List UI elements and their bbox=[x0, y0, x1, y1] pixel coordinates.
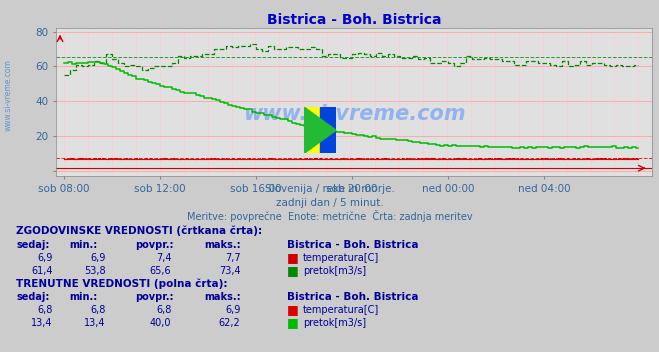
Polygon shape bbox=[320, 107, 336, 153]
Text: pretok[m3/s]: pretok[m3/s] bbox=[303, 266, 366, 276]
Text: min.:: min.: bbox=[69, 240, 98, 250]
Text: Meritve: povprečne  Enote: metrične  Črta: zadnja meritev: Meritve: povprečne Enote: metrične Črta:… bbox=[186, 210, 473, 222]
Text: 13,4: 13,4 bbox=[31, 318, 53, 328]
Title: Bistrica - Boh. Bistrica: Bistrica - Boh. Bistrica bbox=[267, 13, 442, 27]
Text: 53,8: 53,8 bbox=[84, 266, 105, 276]
Text: ■: ■ bbox=[287, 303, 299, 316]
Text: www.si-vreme.com: www.si-vreme.com bbox=[243, 104, 465, 124]
Text: temperatura[C]: temperatura[C] bbox=[303, 253, 380, 263]
Text: 7,4: 7,4 bbox=[156, 253, 171, 263]
Text: 73,4: 73,4 bbox=[219, 266, 241, 276]
Text: 6,9: 6,9 bbox=[225, 305, 241, 315]
Text: pretok[m3/s]: pretok[m3/s] bbox=[303, 318, 366, 328]
Text: 62,2: 62,2 bbox=[219, 318, 241, 328]
Text: www.si-vreme.com: www.si-vreme.com bbox=[3, 59, 13, 131]
Polygon shape bbox=[304, 107, 336, 153]
Text: sedaj:: sedaj: bbox=[16, 292, 50, 302]
Text: 13,4: 13,4 bbox=[84, 318, 105, 328]
Text: ■: ■ bbox=[287, 251, 299, 264]
Text: 6,8: 6,8 bbox=[156, 305, 171, 315]
Text: ZGODOVINSKE VREDNOSTI (črtkana črta):: ZGODOVINSKE VREDNOSTI (črtkana črta): bbox=[16, 226, 262, 236]
Text: Bistrica - Boh. Bistrica: Bistrica - Boh. Bistrica bbox=[287, 240, 418, 250]
Text: Slovenija / reke in morje.: Slovenija / reke in morje. bbox=[264, 184, 395, 194]
Text: 6,8: 6,8 bbox=[90, 305, 105, 315]
Text: povpr.:: povpr.: bbox=[135, 292, 173, 302]
Text: 40,0: 40,0 bbox=[150, 318, 171, 328]
Text: 65,6: 65,6 bbox=[150, 266, 171, 276]
Text: 6,9: 6,9 bbox=[90, 253, 105, 263]
Text: ■: ■ bbox=[287, 264, 299, 277]
Text: min.:: min.: bbox=[69, 292, 98, 302]
Text: maks.:: maks.: bbox=[204, 240, 241, 250]
Text: 6,9: 6,9 bbox=[38, 253, 53, 263]
Text: 6,8: 6,8 bbox=[38, 305, 53, 315]
Text: sedaj:: sedaj: bbox=[16, 240, 50, 250]
Text: 7,7: 7,7 bbox=[225, 253, 241, 263]
Text: Bistrica - Boh. Bistrica: Bistrica - Boh. Bistrica bbox=[287, 292, 418, 302]
Text: povpr.:: povpr.: bbox=[135, 240, 173, 250]
Text: temperatura[C]: temperatura[C] bbox=[303, 305, 380, 315]
Text: TRENUTNE VREDNOSTI (polna črta):: TRENUTNE VREDNOSTI (polna črta): bbox=[16, 278, 228, 289]
Text: zadnji dan / 5 minut.: zadnji dan / 5 minut. bbox=[275, 198, 384, 208]
Text: maks.:: maks.: bbox=[204, 292, 241, 302]
Text: 61,4: 61,4 bbox=[31, 266, 53, 276]
Text: ■: ■ bbox=[287, 316, 299, 329]
